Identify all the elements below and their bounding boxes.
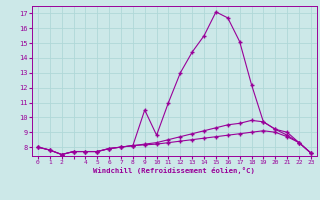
X-axis label: Windchill (Refroidissement éolien,°C): Windchill (Refroidissement éolien,°C) xyxy=(93,167,255,174)
